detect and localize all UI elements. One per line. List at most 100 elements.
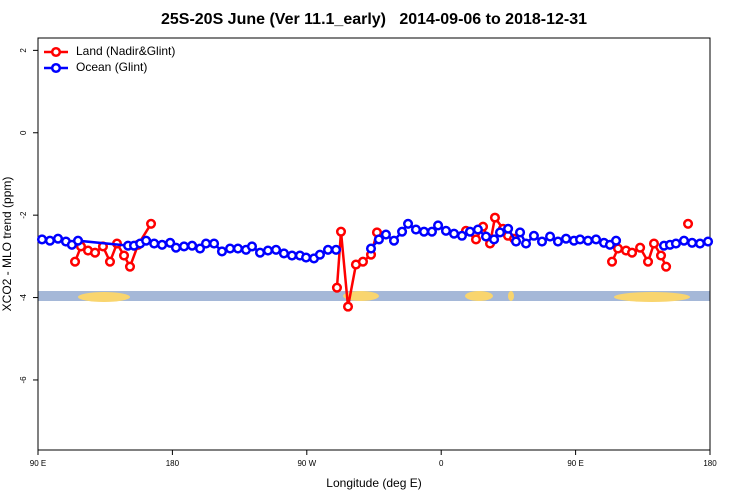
point <box>335 226 347 237</box>
point <box>626 247 638 258</box>
point <box>278 248 290 259</box>
point <box>36 234 48 245</box>
point <box>209 238 220 249</box>
point <box>157 239 168 250</box>
legend-marker <box>50 46 62 58</box>
point <box>72 235 84 246</box>
point <box>687 237 698 248</box>
point <box>331 282 343 293</box>
point <box>357 256 368 267</box>
point <box>89 247 101 258</box>
point <box>301 252 312 263</box>
point <box>456 230 468 241</box>
point <box>388 235 400 246</box>
x-tick-label: 90 W <box>297 459 316 468</box>
legend-marker <box>50 62 62 74</box>
point <box>224 243 236 254</box>
point <box>104 256 116 267</box>
point <box>232 243 244 254</box>
point <box>433 220 444 231</box>
x-tick-label: 0 <box>439 459 444 468</box>
point <box>69 256 81 267</box>
y-tick-label: -4 <box>19 293 28 301</box>
point <box>678 235 690 246</box>
point <box>470 234 482 245</box>
y-tick-label: -2 <box>19 211 28 219</box>
point <box>489 234 500 245</box>
point <box>472 224 483 235</box>
point <box>575 234 586 245</box>
point <box>642 256 654 267</box>
x-tick-label: 90 E <box>30 459 46 468</box>
point <box>124 261 136 272</box>
point <box>480 231 492 242</box>
series <box>36 218 714 264</box>
point <box>514 227 526 238</box>
point <box>440 225 452 236</box>
point <box>262 245 274 256</box>
legend: Land (Nadir&Glint) Ocean (Glint) <box>44 44 175 74</box>
point <box>418 226 430 237</box>
point <box>402 218 414 229</box>
point <box>187 240 198 251</box>
point <box>322 244 334 255</box>
point <box>582 235 594 246</box>
point <box>545 231 556 242</box>
point <box>52 233 64 244</box>
point <box>331 244 342 255</box>
point <box>397 226 408 237</box>
point <box>670 238 682 249</box>
point <box>170 242 182 253</box>
point <box>703 236 714 247</box>
point <box>448 228 460 239</box>
point <box>178 241 190 252</box>
y-axis-label: XCO2 - MLO trend (ppm) <box>0 177 14 312</box>
point <box>380 229 391 240</box>
point <box>141 235 152 246</box>
point <box>286 250 298 261</box>
point <box>118 250 130 261</box>
point <box>494 227 506 238</box>
point <box>591 234 602 245</box>
legend-label: Land (Nadir&Glint) <box>76 44 175 58</box>
y-tick-label: -6 <box>19 376 28 384</box>
point <box>194 243 206 254</box>
point <box>510 236 522 247</box>
point <box>520 238 532 249</box>
point <box>200 238 212 249</box>
point <box>682 218 694 229</box>
y-tick-label: 0 <box>19 130 28 135</box>
point <box>270 244 282 255</box>
point <box>426 226 437 237</box>
point <box>648 238 660 249</box>
point <box>246 241 258 252</box>
point <box>365 243 377 254</box>
point <box>635 242 646 253</box>
map-strip <box>38 291 710 302</box>
point <box>44 235 55 246</box>
x-tick-label: 180 <box>703 459 717 468</box>
x-tick-label: 90 E <box>567 459 583 468</box>
x-axis-label: Longitude (deg E) <box>326 476 421 490</box>
point <box>528 230 539 241</box>
point <box>373 234 384 245</box>
point <box>560 233 572 244</box>
point <box>149 238 160 249</box>
point <box>552 236 564 247</box>
legend-label: Ocean (Glint) <box>76 60 147 74</box>
chart-title: 25S-20S June (Ver 11.1_early) 2014-09-06… <box>161 11 587 28</box>
y-tick-label: 2 <box>19 48 28 53</box>
point <box>314 249 325 260</box>
point <box>145 218 157 229</box>
point <box>255 247 266 258</box>
point <box>655 250 667 261</box>
point <box>503 223 514 234</box>
point <box>606 256 618 267</box>
x-tick-label: 180 <box>166 459 180 468</box>
point <box>216 246 228 257</box>
point <box>612 243 624 254</box>
point <box>489 212 501 223</box>
point <box>661 261 672 272</box>
